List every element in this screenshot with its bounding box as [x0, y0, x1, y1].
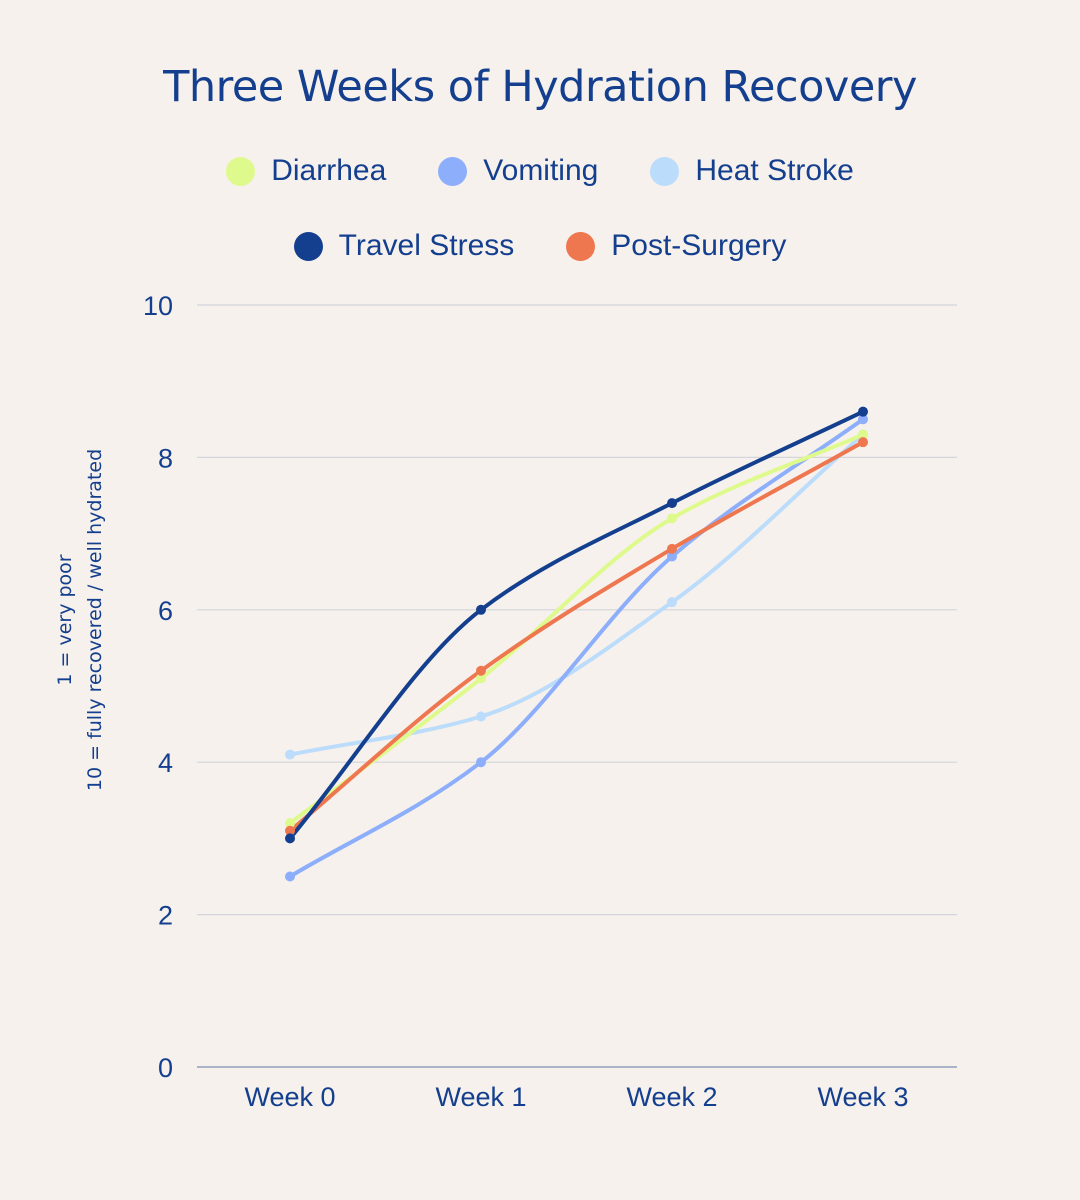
data-point-diarrhea — [285, 818, 295, 829]
legend-row-2: Travel Stress Post-Surgery — [0, 229, 1080, 263]
data-point-vomiting — [667, 551, 677, 562]
legend-label-travel-stress: Travel Stress — [338, 229, 515, 262]
y-tick-label: 8 — [158, 443, 173, 473]
data-point-post-surgery — [476, 665, 486, 676]
legend-item-post-surgery: Post-Surgery — [566, 229, 786, 263]
series-line-heat-stroke — [288, 432, 865, 757]
legend-item-travel-stress: Travel Stress — [293, 229, 515, 263]
legend-label-post-surgery: Post-Surgery — [611, 229, 787, 262]
data-point-vomiting — [285, 871, 295, 882]
data-point-vomiting — [858, 414, 868, 425]
data-point-travel-stress — [476, 604, 486, 615]
gridlines — [197, 304, 957, 1068]
y-tick-label: 0 — [158, 1053, 173, 1083]
legend-label-heat-stroke: Heat Stroke — [695, 154, 854, 187]
y-tick-label: 4 — [158, 748, 173, 778]
data-point-heat-stroke — [476, 711, 486, 722]
legend-label-vomiting: Vomiting — [483, 154, 599, 187]
chart-title: Three Weeks of Hydration Recovery — [163, 62, 917, 112]
legend-marker-travel-stress — [293, 231, 323, 261]
x-tick-label: Week 0 — [244, 1082, 335, 1112]
x-tick-labels: Week 0 Week 1 Week 2 Week 3 — [244, 1082, 908, 1112]
y-tick-label: 6 — [158, 596, 173, 626]
data-point-heat-stroke — [285, 749, 295, 760]
legend-label-diarrhea: Diarrhea — [271, 154, 387, 187]
data-point-travel-stress — [858, 406, 868, 417]
legend-marker-diarrhea — [226, 156, 256, 186]
data-point-diarrhea — [667, 513, 677, 524]
series-line-post-surgery — [288, 440, 865, 833]
data-point-diarrhea — [476, 673, 486, 684]
data-point-vomiting — [476, 757, 486, 768]
x-tick-label: Week 1 — [435, 1082, 526, 1112]
series-line-vomiting — [288, 417, 865, 879]
legend-item-heat-stroke: Heat Stroke — [650, 154, 854, 188]
data-point-post-surgery — [285, 825, 295, 836]
y-tick-labels: 0 2 4 6 8 10 — [143, 291, 173, 1083]
series-line-diarrhea — [288, 432, 865, 826]
data-point-post-surgery — [667, 543, 677, 554]
legend-marker-post-surgery — [566, 231, 596, 261]
legend-row-1: Diarrhea Vomiting Heat Stroke — [0, 154, 1080, 188]
y-tick-label: 10 — [143, 291, 173, 321]
series-points — [285, 406, 868, 882]
data-point-heat-stroke — [667, 597, 677, 608]
data-point-travel-stress — [285, 833, 295, 844]
legend-marker-heat-stroke — [650, 156, 680, 186]
series-lines — [288, 409, 865, 879]
data-point-travel-stress — [667, 498, 677, 509]
legend-item-diarrhea: Diarrhea — [226, 154, 386, 188]
y-tick-label: 2 — [158, 901, 173, 931]
data-point-post-surgery — [858, 437, 868, 448]
legend-marker-vomiting — [438, 156, 468, 186]
series-line-travel-stress — [288, 409, 865, 841]
legend-item-vomiting: Vomiting — [438, 154, 598, 188]
data-point-diarrhea — [858, 429, 868, 440]
x-tick-label: Week 3 — [817, 1082, 908, 1112]
x-tick-label: Week 2 — [626, 1082, 717, 1112]
